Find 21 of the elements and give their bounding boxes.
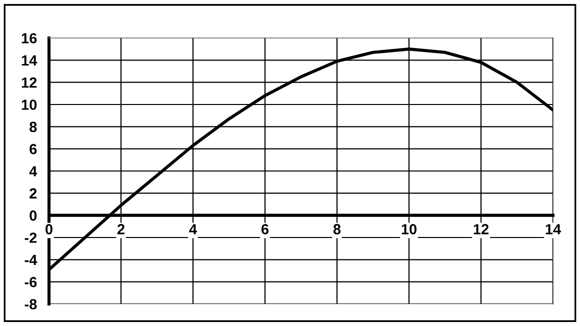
y-tick-label: 10 bbox=[22, 100, 37, 110]
x-tick-label: 6 bbox=[261, 224, 269, 234]
y-tick-label: 14 bbox=[22, 55, 38, 66]
x-tick-label: 2 bbox=[117, 224, 124, 234]
y-tick-label: 2 bbox=[30, 188, 37, 198]
y-tick-label: -8 bbox=[24, 299, 37, 310]
x-tick-label: 12 bbox=[474, 224, 489, 234]
y-tick-label: -2 bbox=[24, 232, 37, 243]
y-tick-label: 12 bbox=[22, 77, 37, 88]
y-tick-label: 6 bbox=[30, 144, 37, 154]
y-tick-label: 4 bbox=[29, 166, 38, 176]
y-tick-label: 16 bbox=[22, 33, 37, 44]
y-tick-label: 0 bbox=[30, 210, 37, 221]
x-tick-label: 8 bbox=[333, 224, 341, 234]
y-tick-label: 8 bbox=[30, 122, 37, 132]
y-tick-label: -6 bbox=[24, 276, 37, 288]
x-tick-label: 0 bbox=[46, 224, 52, 234]
y-tick-label: -4 bbox=[24, 254, 38, 265]
x-tick-label: 14 bbox=[546, 224, 562, 234]
x-tick-label: 10 bbox=[402, 224, 417, 234]
x-tick-label: 4 bbox=[189, 224, 197, 234]
